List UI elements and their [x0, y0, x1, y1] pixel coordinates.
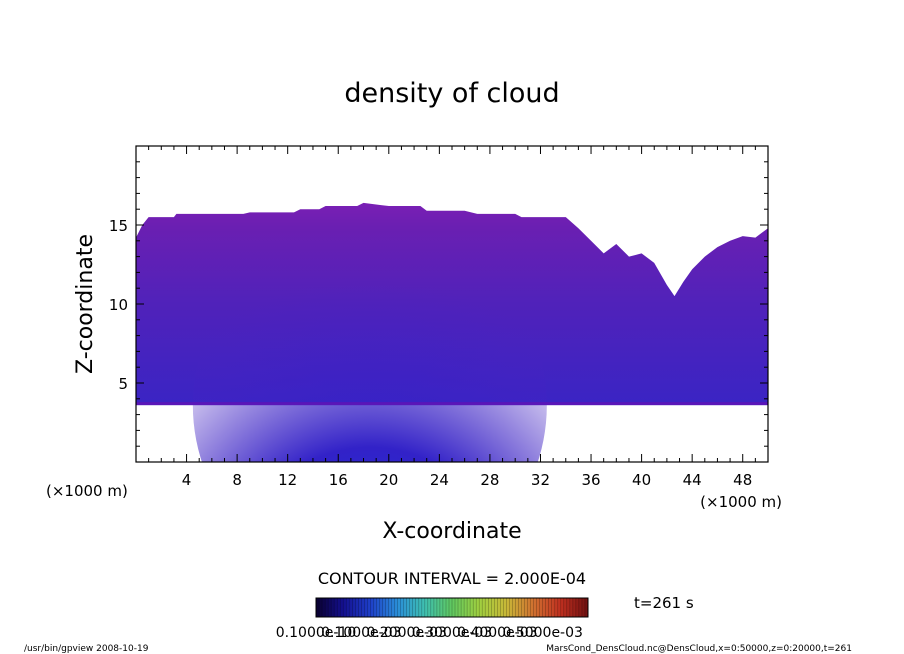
colorbar: 0.1000e-100.1000e-030.2000e-030.3000e-03… [276, 597, 589, 641]
colorbar-tick-label: 0.3000e-03 [412, 625, 492, 641]
x-axis-ticks: 4 8 12 16 20 24 28 32 36 40 44 48 [148, 146, 756, 489]
colorbar-tick-label: 0.4000e-03 [457, 625, 537, 641]
x-axis-label: X-coordinate [382, 519, 521, 544]
contour-interval: CONTOUR INTERVAL = 2.000E-04 [318, 569, 586, 588]
program-footer: /usr/bin/gpview 2008-10-19 [24, 644, 149, 654]
x-tick-label: 32 [531, 471, 550, 489]
colorbar-stripes [318, 598, 586, 617]
y-tick-label: 5 [118, 375, 128, 393]
chart-title: density of cloud [344, 78, 559, 109]
colorbar-labels: 0.1000e-100.1000e-030.2000e-030.3000e-03… [276, 625, 583, 641]
x-axis-unit: (×1000 m) [700, 493, 782, 511]
plot-area [136, 202, 768, 462]
x-tick-label: 20 [379, 471, 398, 489]
colorbar-tick-label: 0.1000e-03 [321, 625, 401, 641]
x-tick-label: 44 [683, 471, 702, 489]
x-tick-label: 36 [581, 471, 600, 489]
colorbar-tick-label: 0.1000e-10 [276, 625, 356, 641]
y-axis-unit: (×1000 m) [46, 482, 128, 500]
x-tick-label: 28 [480, 471, 499, 489]
y-axis-ticks: 5 10 15 [109, 161, 768, 447]
colorbar-swatch [315, 597, 589, 618]
x-tick-label: 8 [232, 471, 242, 489]
x-tick-label: 12 [278, 471, 297, 489]
y-axis-label: Z-coordinate [73, 234, 98, 374]
colorbar-tick-label: 0.2000e-03 [366, 625, 446, 641]
x-tick-label: 48 [733, 471, 752, 489]
y-tick-label: 10 [109, 296, 128, 314]
colorbar-tick-label: 0.5000e-03 [502, 625, 582, 641]
x-tick-label: 40 [632, 471, 651, 489]
cloud-base-band [136, 402, 768, 406]
x-tick-label: 24 [430, 471, 449, 489]
y-tick-label: 15 [109, 217, 128, 235]
x-tick-label: 16 [329, 471, 348, 489]
time-label: t=261 s [634, 594, 694, 612]
x-tick-label: 4 [182, 471, 192, 489]
source-footer: MarsCond_DensCloud.nc@DensCloud,x=0:5000… [546, 644, 852, 654]
